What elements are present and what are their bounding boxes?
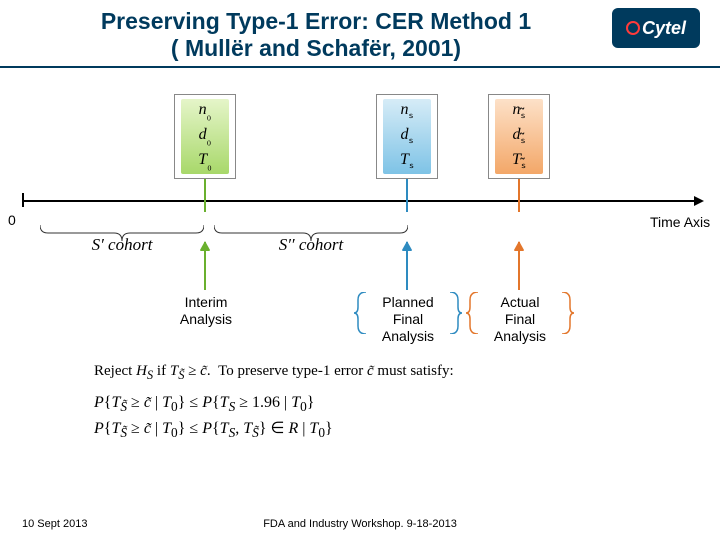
- zero-label: 0: [8, 212, 16, 228]
- math-inequality-2: P{TS̃ ≥ c̃ | T0} ≤ P{TS, TS̃} ∈ R | T0}: [94, 417, 454, 443]
- up-arrow-0: [204, 242, 206, 290]
- label-brace: [448, 292, 464, 334]
- math-inequality-1: P{TS̃ ≥ c̃ | T0} ≤ P{TS ≥ 1.96 | T0}: [94, 391, 454, 417]
- var-box-row: T₀: [198, 151, 212, 172]
- math-block: Reject HS if TS̃ ≥ c̃. To preserve type-…: [94, 360, 454, 443]
- var-box-row: dₛ: [401, 126, 414, 147]
- analysis-label-0: InterimAnalysis: [166, 294, 246, 328]
- label-brace: [354, 292, 370, 334]
- up-arrow-1: [406, 242, 408, 290]
- box-tick: [406, 179, 408, 212]
- up-arrow-2: [518, 242, 520, 290]
- cohort-brace-0: S′ cohort: [40, 218, 204, 248]
- title-line-1: Preserving Type-1 Error: CER Method 1: [20, 8, 612, 35]
- var-box-row: dₛ̃: [513, 126, 526, 147]
- time-axis-label: Time Axis: [650, 214, 710, 230]
- slide-header: Preserving Type-1 Error: CER Method 1 ( …: [0, 0, 720, 68]
- title-line-2: ( Mullër and Schafër, 2001): [20, 35, 612, 62]
- logo-ring-icon: [626, 21, 640, 35]
- var-box-0: n₀ d₀ T₀: [174, 94, 236, 179]
- var-box-1: nₛ dₛ Tₛ: [376, 94, 438, 179]
- var-box-row: n₀: [199, 101, 212, 122]
- analysis-label-1: PlannedFinal Analysis: [368, 294, 448, 344]
- logo-text: Cytel: [642, 18, 686, 39]
- title-block: Preserving Type-1 Error: CER Method 1 ( …: [20, 8, 612, 62]
- var-box-row: Tₛ̃: [512, 151, 526, 172]
- box-tick: [518, 179, 520, 212]
- cytel-logo: Cytel: [612, 8, 700, 48]
- time-axis-arrowhead: [694, 196, 704, 206]
- time-axis-line: [22, 200, 696, 202]
- reject-statement: Reject HS if TS̃ ≥ c̃. To preserve type-…: [94, 360, 454, 385]
- var-box-row: Tₛ: [400, 151, 414, 172]
- analysis-label-2: ActualFinal Analysis: [480, 294, 560, 344]
- var-box-2: nₛ̃ dₛ̃ Tₛ̃: [488, 94, 550, 179]
- cohort-brace-1: S′′ cohort: [214, 218, 408, 248]
- var-box-row: d₀: [199, 126, 212, 147]
- box-tick: [204, 179, 206, 212]
- footer-venue: FDA and Industry Workshop. 9-18-2013: [0, 518, 720, 530]
- label-brace: [560, 292, 576, 334]
- var-box-row: nₛ: [401, 101, 414, 122]
- var-box-row: nₛ̃: [513, 101, 526, 122]
- label-brace: [466, 292, 482, 334]
